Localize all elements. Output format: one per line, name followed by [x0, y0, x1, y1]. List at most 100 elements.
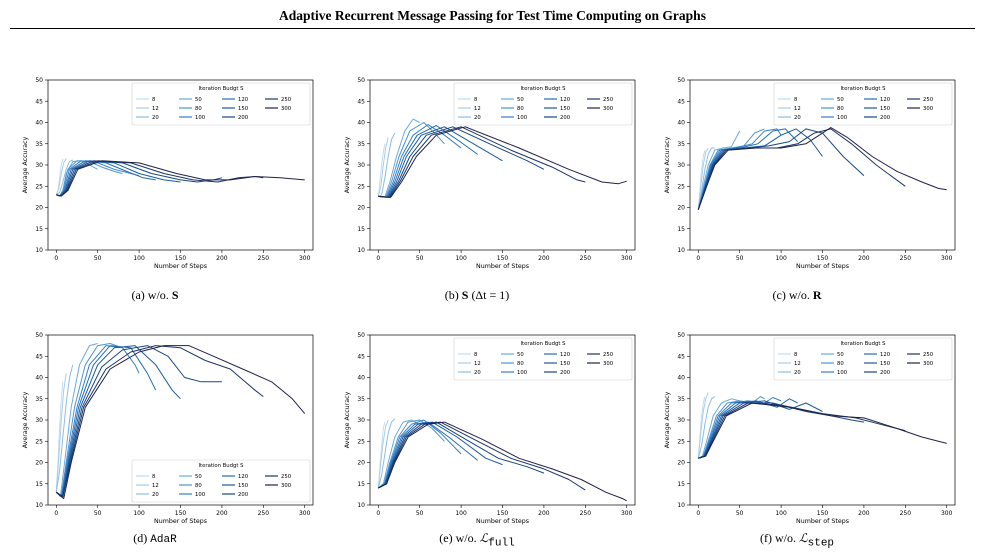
legend-label-120: 120 [560, 97, 571, 103]
caption-f: (f) w/o. ℒstep [647, 531, 947, 549]
y-tick-label: 20 [677, 205, 685, 212]
x-tick-label: 100 [455, 510, 467, 517]
x-tick-label: 200 [858, 255, 870, 262]
y-axis-label: Average Accuracy [344, 391, 351, 448]
legend-label-100: 100 [195, 115, 206, 121]
x-tick-label: 150 [817, 255, 829, 262]
y-tick-label: 40 [357, 375, 365, 382]
y-tick-label: 45 [357, 98, 365, 105]
legend-label-300: 300 [281, 483, 292, 489]
figure-panel-d: 0 50 100 150 200 250 300 10 15 20 25 30 35 40 45 50 Numb… [18, 327, 318, 527]
y-axis-label: Average Accuracy [664, 136, 671, 193]
legend-label-300: 300 [281, 106, 292, 112]
legend-label-200: 200 [880, 370, 891, 376]
caption-prefix: (b) [444, 288, 462, 302]
y-tick-label: 25 [35, 183, 43, 190]
x-axis-label: Number of Steps [476, 518, 529, 525]
chart-c: 0 50 100 150 200 250 300 10 15 20 25 30 35 40 45 50 Numb… [664, 77, 956, 270]
y-tick-label: 50 [677, 332, 685, 339]
caption-d: (d) AdaR [5, 531, 305, 546]
legend-title: Iteration Budgt S [841, 86, 887, 92]
x-tick-label: 150 [497, 255, 509, 262]
x-axis-label: Number of Steps [796, 518, 849, 525]
series-line-100 [698, 397, 782, 459]
legend-label-12: 12 [794, 106, 801, 112]
legend-label-80: 80 [837, 106, 844, 112]
y-tick-label: 20 [357, 460, 365, 467]
chart-f: 0 50 100 150 200 250 300 10 15 20 25 30 35 40 45 50 Numb… [664, 332, 956, 525]
legend-label-12: 12 [474, 361, 481, 367]
legend-label-80: 80 [837, 361, 844, 367]
series-line-300 [378, 421, 627, 502]
legend-label-20: 20 [794, 115, 801, 121]
y-tick-label: 30 [677, 417, 685, 424]
caption-subscript: step [807, 537, 835, 550]
y-tick-label: 15 [35, 481, 43, 488]
caption-prefix: (e) w/o. [439, 531, 480, 545]
x-tick-label: 0 [54, 510, 58, 517]
legend-label-20: 20 [152, 492, 159, 498]
series-line-12 [377, 137, 389, 197]
y-tick-label: 25 [35, 438, 43, 445]
y-tick-label: 35 [35, 141, 43, 148]
y-tick-label: 45 [35, 98, 43, 105]
x-tick-label: 100 [775, 255, 787, 262]
y-tick-label: 15 [357, 481, 365, 488]
y-tick-label: 40 [677, 375, 685, 382]
legend-title: Iteration Budgt S [199, 86, 245, 92]
legend-label-20: 20 [152, 115, 159, 121]
legend-label-8: 8 [794, 97, 798, 103]
y-tick-label: 25 [677, 438, 685, 445]
x-axis-label: Number of Steps [476, 263, 529, 270]
legend-label-250: 250 [603, 97, 614, 103]
paper-header: Adaptive Recurrent Message Passing for T… [279, 8, 706, 23]
y-tick-label: 45 [357, 353, 365, 360]
series-line-100 [55, 345, 140, 497]
legend-label-120: 120 [238, 97, 249, 103]
legend-label-20: 20 [474, 370, 481, 376]
legend-label-50: 50 [195, 97, 202, 103]
x-tick-label: 250 [900, 510, 912, 517]
x-tick-label: 300 [299, 510, 311, 517]
y-tick-label: 25 [357, 438, 365, 445]
x-axis-label: Number of Steps [796, 263, 849, 270]
series-line-100 [56, 160, 140, 197]
series-line-80 [378, 419, 445, 489]
y-tick-label: 50 [357, 332, 365, 339]
series-line-150 [56, 345, 181, 497]
legend-box [773, 82, 953, 126]
legend-label-300: 300 [603, 106, 614, 112]
legend-label-300: 300 [603, 361, 614, 367]
legend-label-8: 8 [152, 97, 156, 103]
x-tick-label: 100 [455, 255, 467, 262]
y-tick-label: 30 [35, 417, 43, 424]
legend-label-150: 150 [238, 106, 249, 112]
series-line-200 [56, 160, 223, 197]
y-tick-label: 35 [677, 396, 685, 403]
legend-label-250: 250 [923, 97, 934, 103]
y-tick-label: 20 [357, 205, 365, 212]
legend-label-300: 300 [923, 361, 934, 367]
y-tick-label: 40 [677, 120, 685, 127]
legend-label-80: 80 [195, 483, 202, 489]
chart-b: 0 50 100 150 200 250 300 10 15 20 25 30 35 40 45 50 Numb… [344, 77, 636, 270]
chart-legend: Iteration Budgt S 8 12 20 50 80 100 120 150 200 25… [131, 82, 311, 126]
series-line-200 [378, 421, 545, 489]
x-tick-label: 200 [216, 255, 228, 262]
legend-label-100: 100 [517, 370, 528, 376]
y-tick-label: 15 [35, 226, 43, 233]
legend-label-120: 120 [880, 97, 891, 103]
caption-symbol: R [812, 288, 822, 302]
series-line-20 [697, 147, 715, 210]
x-axis-label: Number of Steps [154, 518, 207, 525]
legend-label-200: 200 [560, 115, 571, 121]
x-tick-label: 250 [580, 255, 592, 262]
x-tick-label: 0 [376, 255, 380, 262]
figure-panel-e: 0 50 100 150 200 250 300 10 15 20 25 30 35 40 45 50 Numb… [340, 327, 640, 527]
series-line-12 [55, 158, 67, 195]
x-axis-label: Number of Steps [154, 263, 207, 270]
y-tick-label: 25 [357, 183, 365, 190]
legend-label-200: 200 [238, 115, 249, 121]
legend-label-8: 8 [794, 352, 798, 358]
x-tick-label: 200 [538, 510, 550, 517]
